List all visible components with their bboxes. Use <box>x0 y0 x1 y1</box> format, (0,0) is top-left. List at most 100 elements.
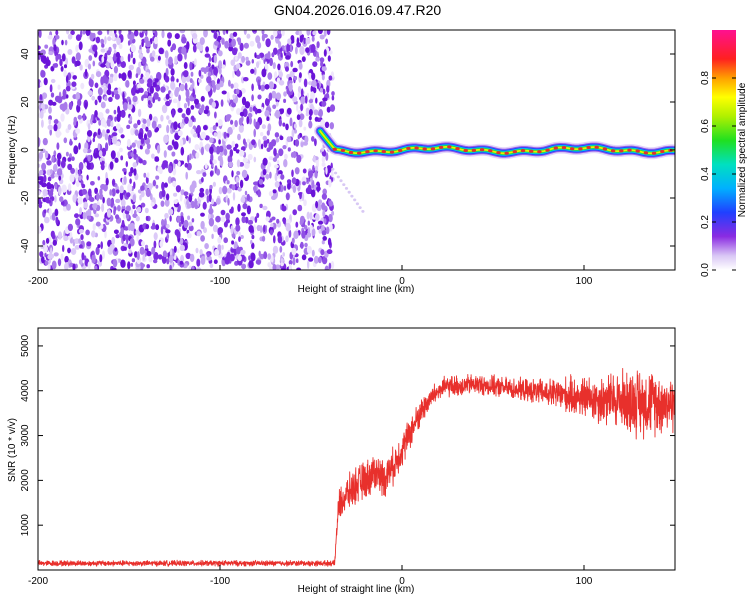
noise-speckle <box>261 30 265 35</box>
noise-speckle <box>95 221 101 227</box>
noise-speckle <box>150 56 155 62</box>
signal-ridge-peak <box>414 146 419 150</box>
noise-speckle <box>299 35 303 43</box>
noise-speckle <box>218 139 221 145</box>
noise-speckle <box>255 35 261 44</box>
noise-speckle <box>55 54 59 62</box>
noise-speckle <box>274 132 280 138</box>
noise-speckle <box>184 82 188 91</box>
noise-speckle <box>84 68 88 78</box>
noise-speckle <box>225 30 229 35</box>
noise-speckle <box>300 241 304 249</box>
noise-speckle <box>100 163 105 171</box>
noise-speckle <box>195 127 199 134</box>
noise-speckle <box>53 123 58 132</box>
noise-speckle <box>165 93 170 100</box>
noise-speckle <box>88 188 92 197</box>
noise-speckle <box>240 196 246 203</box>
noise-speckle <box>278 71 284 78</box>
noise-speckle <box>287 147 291 152</box>
noise-speckle <box>226 114 232 119</box>
noise-speckle <box>129 222 135 232</box>
noise-speckle <box>75 218 81 226</box>
signal-ridge-peak <box>529 149 534 153</box>
noise-speckle <box>268 141 274 150</box>
noise-speckle <box>150 183 154 188</box>
noise-speckle <box>239 111 245 117</box>
noise-speckle <box>41 256 45 264</box>
noise-speckle <box>311 136 315 142</box>
noise-speckle <box>150 225 156 230</box>
noise-speckle <box>236 70 241 77</box>
noise-speckle <box>164 218 167 227</box>
noise-speckle <box>139 30 143 33</box>
noise-speckle <box>216 130 222 140</box>
noise-speckle <box>138 49 143 54</box>
noise-speckle <box>215 215 221 223</box>
noise-speckle <box>246 116 250 125</box>
noise-speckle <box>311 228 316 237</box>
noise-speckle <box>131 258 136 263</box>
noise-speckle <box>101 203 105 213</box>
noise-speckle <box>167 39 172 47</box>
noise-speckle <box>248 255 251 261</box>
noise-speckle <box>120 56 124 62</box>
colorbar-ticks: 0.0 0.2 0.4 0.6 0.8 <box>700 71 736 277</box>
noise-speckle <box>109 161 114 170</box>
noise-speckle <box>242 203 248 210</box>
noise-speckle <box>294 129 297 134</box>
noise-speckle <box>140 185 145 192</box>
noise-speckle <box>59 58 63 67</box>
signal-ridge-peak <box>447 145 452 149</box>
noise-speckle <box>232 94 236 99</box>
noise-speckle <box>134 251 138 258</box>
noise-speckle <box>173 199 178 205</box>
noise-speckle <box>52 239 57 246</box>
noise-speckle <box>238 162 245 167</box>
noise-speckle <box>308 120 313 129</box>
noise-speckle <box>253 181 259 186</box>
noise-speckle <box>270 34 274 40</box>
noise-speckle <box>236 181 240 187</box>
noise-speckle <box>209 126 213 134</box>
noise-speckle <box>56 142 60 150</box>
noise-speckle <box>242 138 246 145</box>
noise-speckle <box>139 263 146 268</box>
noise-speckle <box>167 32 172 39</box>
noise-speckle <box>221 37 225 45</box>
noise-speckle <box>302 168 307 174</box>
noise-speckle <box>281 30 285 37</box>
noise-speckle <box>267 72 273 80</box>
snr-series-group <box>38 367 675 567</box>
noise-speckle <box>286 107 292 115</box>
noise-speckle <box>118 73 122 79</box>
noise-speckle <box>191 33 198 39</box>
noise-speckle <box>324 265 329 270</box>
noise-speckle <box>262 205 268 211</box>
noise-speckle <box>120 199 126 207</box>
noise-speckle <box>275 264 281 270</box>
top-y-tick-label: 0 <box>20 147 31 153</box>
noise-speckle <box>247 153 253 161</box>
noise-speckle <box>221 244 224 250</box>
noise-speckle <box>200 255 206 265</box>
noise-speckle <box>97 143 101 151</box>
noise-speckle <box>325 38 328 45</box>
noise-speckle <box>177 160 181 167</box>
noise-speckle <box>171 109 175 118</box>
noise-speckle <box>104 133 109 141</box>
noise-speckle <box>235 176 239 183</box>
noise-speckle <box>317 30 323 35</box>
noise-speckle <box>155 175 160 180</box>
noise-speckle <box>241 263 247 270</box>
noise-speckle <box>177 248 180 254</box>
noise-speckle <box>167 145 173 151</box>
noise-speckle <box>251 59 254 64</box>
noise-speckle <box>285 222 291 232</box>
noise-speckle <box>243 77 249 82</box>
noise-speckle <box>266 99 270 104</box>
noise-speckle <box>210 153 214 162</box>
noise-speckle <box>59 196 64 203</box>
noise-speckle <box>276 218 280 224</box>
noise-speckle <box>319 34 325 40</box>
